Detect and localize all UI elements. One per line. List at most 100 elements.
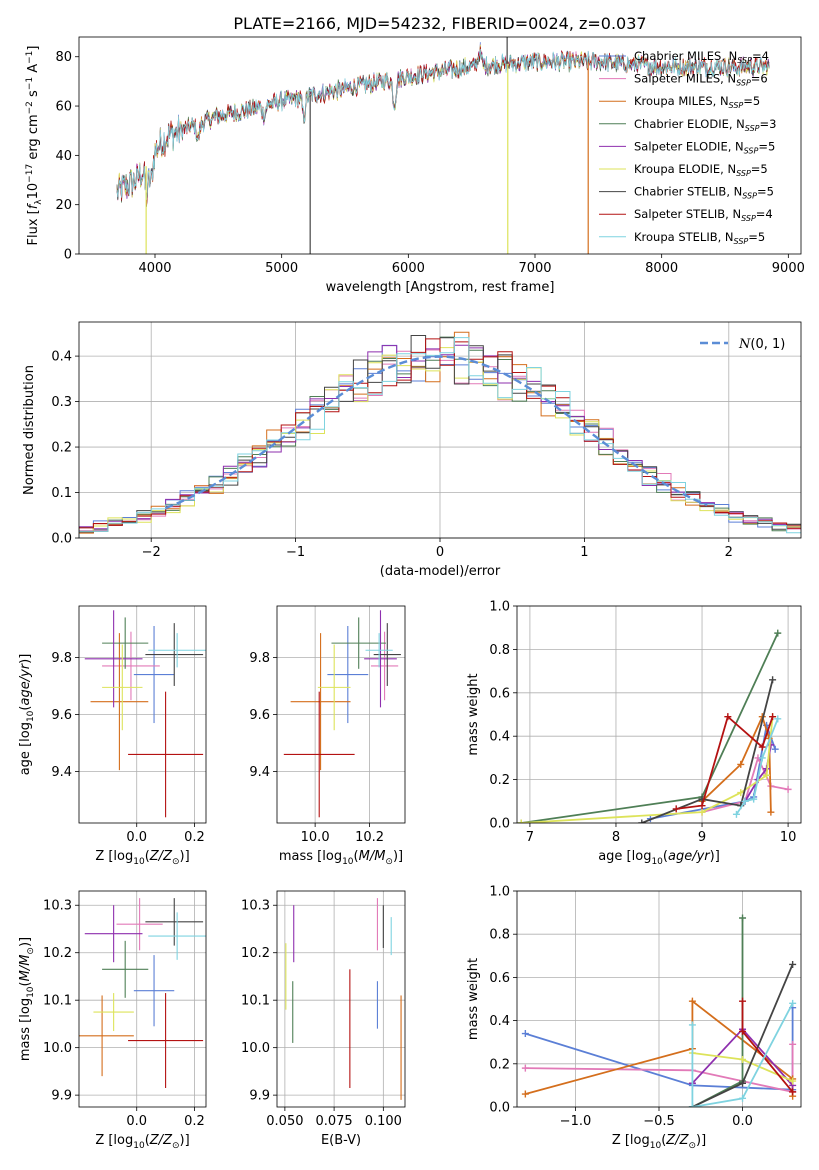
weight-marker xyxy=(784,785,792,793)
weight-marker xyxy=(739,1055,747,1063)
tick-label-y: 0.4 xyxy=(51,350,72,365)
weight-marker xyxy=(517,819,525,823)
tick-label-x: 9 xyxy=(698,830,706,845)
weight-marker xyxy=(789,1077,797,1085)
tick-label-x: 8000 xyxy=(645,261,678,276)
axis-label: (data-model)/error xyxy=(380,564,501,579)
plot-area xyxy=(79,331,801,538)
weight-marker xyxy=(763,771,771,779)
tick-label-x: 0.0 xyxy=(126,830,147,845)
tick-label-x: 7 xyxy=(526,830,534,845)
tick-label-x: 10.0 xyxy=(301,830,330,845)
axis-label: mass [log10(M/M⊙)] xyxy=(18,937,36,1061)
tick-label-x: 5000 xyxy=(265,261,298,276)
weight-marker xyxy=(739,1079,747,1087)
panel-mass-vs-ebv: 0.050 0.075 0.100 9.9 10.0 10.1 10.2 10.3 E(B-V) xyxy=(241,890,406,1148)
axes-frame xyxy=(516,605,802,824)
panel-weight-vs-age: 7 8 9 10 0.0 0.2 0.4 0.6 0.8 1.0 age [log10(age/yr… xyxy=(466,600,802,867)
tick-label-x: 0.100 xyxy=(365,1114,402,1129)
weight-marker xyxy=(769,713,777,721)
tick-label-x: 0 xyxy=(436,545,444,560)
panels: 4000 5000 6000 7000 8000 9000020406080wavelen… xyxy=(18,36,805,1151)
axis-label: Z [log10(Z/Z⊙)] xyxy=(612,1133,706,1151)
weight-marker xyxy=(741,797,749,805)
tick-label-y: 10.3 xyxy=(43,899,72,914)
tick-label-y: 20 xyxy=(55,198,72,213)
legend-entry: Chabrier STELIB, NSSP=5 xyxy=(634,185,774,201)
weight-marker xyxy=(737,760,745,768)
tick-label-y: 0.4 xyxy=(489,730,510,745)
legend-entry: Kroupa STELIB, NSSP=5 xyxy=(634,230,765,246)
weight-marker xyxy=(767,808,775,816)
tick-label-x: 6000 xyxy=(392,261,425,276)
plot-area xyxy=(84,610,206,818)
legend-entry: Chabrier ELODIE, NSSP=3 xyxy=(634,117,776,133)
weight-marker xyxy=(732,810,740,818)
axes-frame xyxy=(78,36,802,255)
tick-label-x: 9000 xyxy=(772,261,805,276)
tick-label-y: 0.6 xyxy=(489,686,510,701)
weight-marker xyxy=(698,802,706,810)
tick-label-y: 0.4 xyxy=(489,1014,510,1029)
tick-label-x: 0.075 xyxy=(315,1114,352,1129)
weight-marker xyxy=(737,789,745,797)
histogram-8 xyxy=(79,337,801,538)
weight-marker xyxy=(521,1030,529,1038)
weight-marker xyxy=(758,743,766,751)
tick-label-y: 10.0 xyxy=(241,1041,270,1056)
weight-marker xyxy=(774,629,782,637)
weight-line-3 xyxy=(521,632,779,823)
axes-frame xyxy=(276,890,406,1108)
tick-label-y: 0.2 xyxy=(489,773,510,788)
panel-age-vs-Z: 0.0 0.2 9.4 9.6 9.8 Z [log10(Z/Z⊙)] age [log10… xyxy=(18,605,207,867)
figure-title: PLATE=2166, MJD=54232, FIBERID=0024, z=0… xyxy=(233,14,646,33)
weight-marker xyxy=(739,1027,747,1035)
tick-label-y: 1.0 xyxy=(489,600,510,615)
tick-label-x: 8 xyxy=(612,830,620,845)
plot-area xyxy=(285,898,402,1100)
weight-line-8 xyxy=(691,1002,794,1107)
axis-label: mass weight xyxy=(466,958,481,1040)
tick-label-y: 0.1 xyxy=(51,486,72,501)
tick-label-y: 40 xyxy=(55,149,72,164)
axes-frame xyxy=(78,605,207,824)
panel-weight-vs-Z: −1.0 −0.5 0.0 0.0 0.2 0.4 0.6 0.8 1.0 Z [log10(Z/… xyxy=(466,885,802,1151)
legend-entry: Salpeter STELIB, NSSP=4 xyxy=(634,207,773,223)
axis-label: Z [log10(Z/Z⊙)] xyxy=(95,849,189,867)
tick-label-x: 1 xyxy=(580,545,588,560)
legend-entry: Kroupa MILES, NSSP=5 xyxy=(634,94,760,110)
tick-label-x: 2 xyxy=(725,545,733,560)
axis-label: wavelength [Angstrom, rest frame] xyxy=(326,280,555,295)
weight-marker xyxy=(774,715,782,723)
weight-marker xyxy=(724,713,732,721)
tick-label-x: 7000 xyxy=(518,261,551,276)
weight-marker xyxy=(521,1064,529,1072)
tick-label-y: 0.0 xyxy=(489,817,510,832)
tick-label-x: 0.2 xyxy=(184,1114,205,1129)
axis-label: Z [log10(Z/Z⊙)] xyxy=(95,1133,189,1151)
grid xyxy=(277,891,405,1107)
weight-marker xyxy=(521,1090,529,1098)
legend: Chabrier MILES, NSSP=4 Salpeter MILES, NS… xyxy=(599,49,776,246)
tick-label-y: 1.0 xyxy=(489,885,510,900)
tick-label-y: 0.0 xyxy=(489,1101,510,1116)
weight-marker xyxy=(750,795,758,803)
tick-label-x: −1 xyxy=(286,545,305,560)
tick-label-y: 0.8 xyxy=(489,928,510,943)
weight-marker xyxy=(789,960,797,968)
weight-marker xyxy=(688,1021,696,1029)
tick-label-y: 10.2 xyxy=(241,946,270,961)
tick-label-x: 0.0 xyxy=(126,1114,147,1129)
weight-line-7 xyxy=(676,715,774,810)
tick-label-y: 0.8 xyxy=(489,643,510,658)
weight-marker xyxy=(739,997,747,1005)
axes-frame xyxy=(516,890,802,1108)
grid xyxy=(517,605,801,824)
tick-label-y: 9.6 xyxy=(51,708,72,723)
tick-label-y: 0.0 xyxy=(51,532,72,547)
tick-label-x: −2 xyxy=(142,545,161,560)
tick-label-y: 9.9 xyxy=(51,1089,72,1104)
axis-label: E(B-V) xyxy=(321,1133,361,1148)
tick-label-y: 10.2 xyxy=(43,946,72,961)
